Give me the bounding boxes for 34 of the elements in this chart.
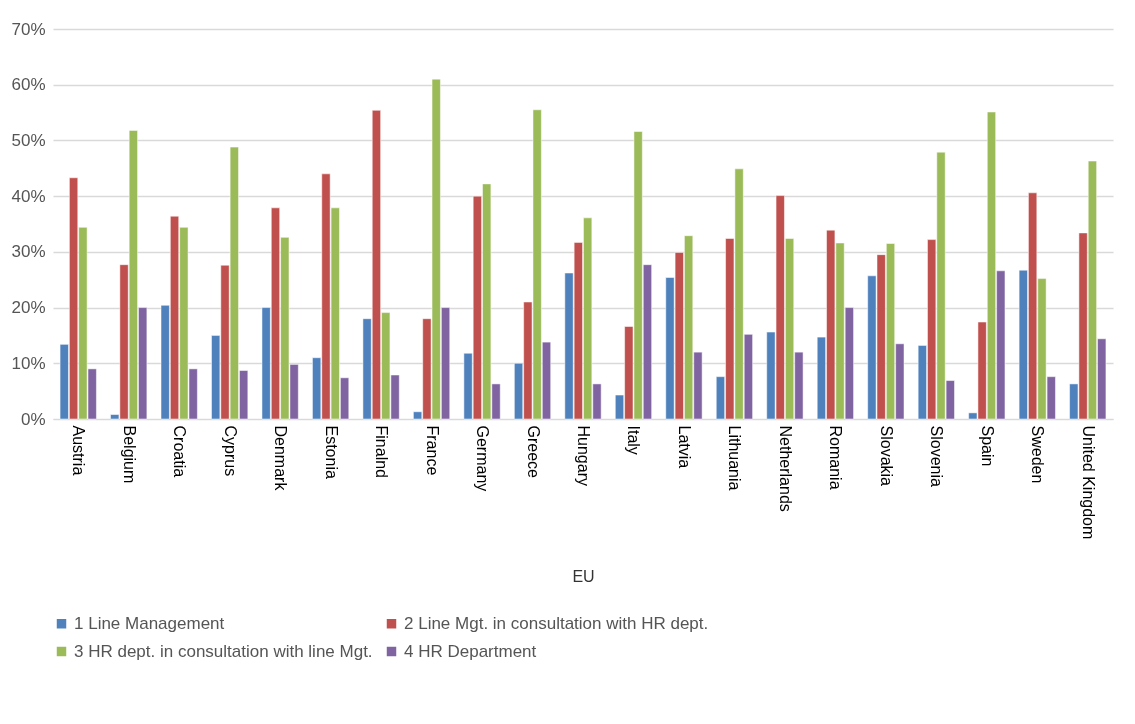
y-tick-label: 60%	[11, 75, 46, 95]
x-tick-label: Belgium	[120, 425, 138, 484]
x-tick-label: Slovenia	[928, 425, 946, 487]
x-tick-label: Romania	[827, 425, 845, 490]
legend-label: 1 Line Management	[74, 613, 225, 633]
x-tick-label: Spain	[978, 425, 996, 467]
x-tick-label: France	[423, 425, 441, 476]
x-tick-label: United Kingdom	[1079, 425, 1097, 540]
x-tick-label: Hungary	[575, 425, 592, 486]
x-tick-label: Italy	[625, 425, 643, 455]
x-tick-label: Croatia	[171, 425, 189, 478]
y-tick-label: 20%	[11, 298, 46, 318]
x-tick-label: Germany	[474, 425, 492, 492]
x-tick-label: Cyprus	[221, 425, 239, 477]
x-axis-title: EU	[572, 568, 595, 586]
legend-label: 2 Line Mgt. in consultation with HR dept.	[404, 613, 709, 633]
x-tick-label: Austria	[70, 425, 88, 476]
y-tick-label: 50%	[11, 130, 46, 150]
y-tick-label: 0%	[20, 409, 46, 429]
legend-label: 3 HR dept. in consultation with line Mgt.	[74, 641, 373, 661]
x-tick-label: Slovakia	[877, 425, 895, 487]
x-tick-label: Latvia	[675, 425, 693, 469]
y-tick-label: 70%	[11, 19, 46, 39]
legend-label: 4 HR Department	[404, 641, 537, 661]
x-tick-label: Denmark	[272, 425, 290, 492]
x-tick-label: Greece	[524, 425, 542, 479]
y-tick-label: 10%	[11, 353, 46, 373]
y-tick-label: 40%	[11, 186, 46, 206]
x-tick-label: Finalnd	[373, 425, 391, 478]
x-tick-label: Sweden	[1029, 425, 1047, 484]
x-tick-label: Netherlands	[776, 425, 794, 512]
y-tick-label: 30%	[11, 242, 46, 262]
x-tick-label: Estonia	[322, 425, 340, 479]
x-tick-label: Lithuania	[726, 425, 744, 491]
